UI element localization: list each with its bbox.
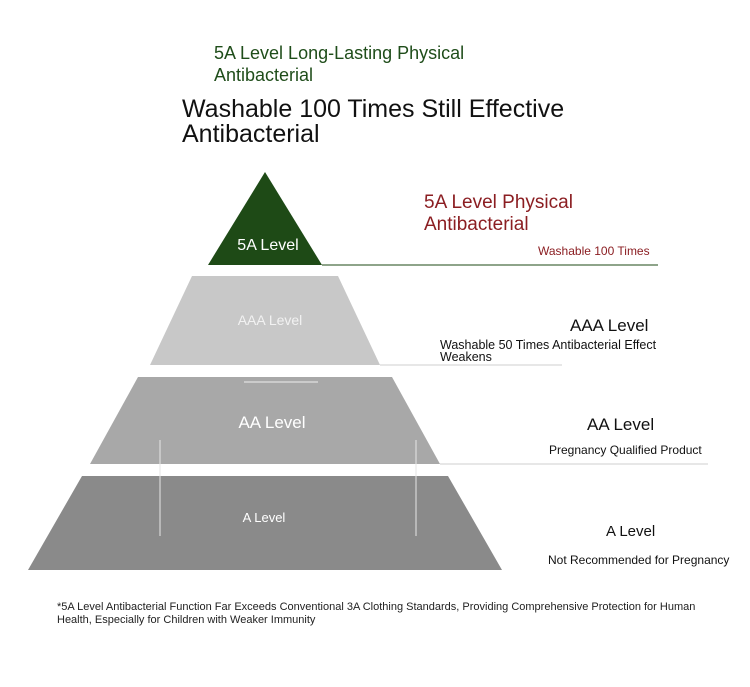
level-a-title: A Level [606,523,656,540]
tier-5a-shape [208,172,322,265]
level-aa-title: AA Level [587,415,655,434]
tier-aa-shape [90,377,440,464]
tier-a-label: A Level [242,510,286,525]
subtitle: 5A Level Long-Lasting Physical Antibacte… [214,43,465,85]
level-5a-title: 5A Level Physical Antibacterial [424,192,573,235]
level-aaa-desc: Washable 50 Times Antibacterial Effect W… [440,338,657,364]
tier-aaa-label: AAA Level [237,312,303,328]
tier-a-shape [28,476,502,570]
level-5a-desc: Washable 100 Times [538,244,650,258]
tier-aaa-shape [150,276,380,365]
level-a-desc: Not Recommended for Pregnancy [548,553,730,567]
level-aa-desc: Pregnancy Qualified Product [549,443,702,457]
level-aaa-title: AAA Level [570,316,649,335]
tier-5a-label: 5A Level [237,237,299,254]
tier-aa-label: AA Level [238,413,306,432]
footnote: *5A Level Antibacterial Function Far Exc… [57,601,696,626]
page-title: Washable 100 Times Still Effective Antib… [182,95,565,148]
